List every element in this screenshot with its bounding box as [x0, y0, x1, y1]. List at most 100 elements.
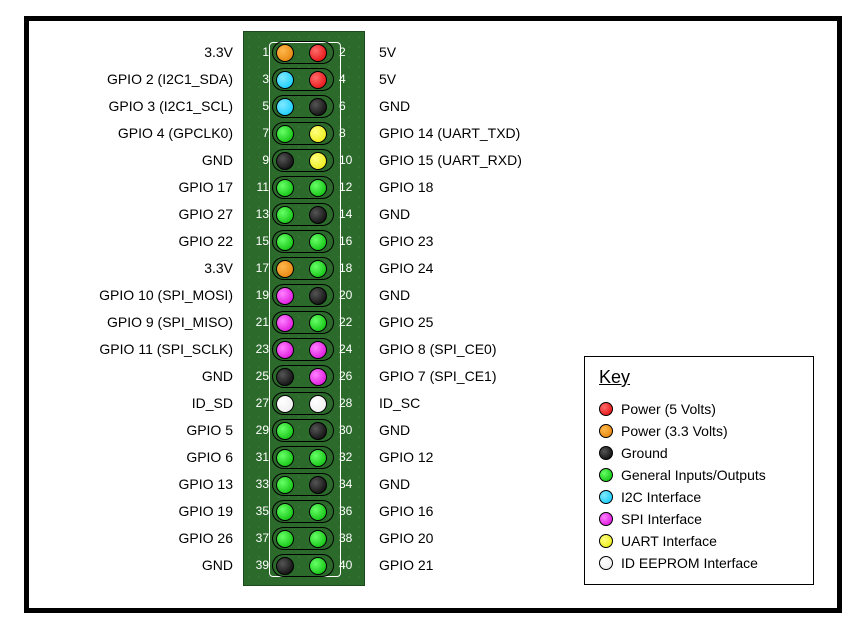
pin-dot-right	[309, 314, 327, 332]
legend-item: SPI Interface	[599, 508, 799, 530]
legend-item: UART Interface	[599, 530, 799, 552]
legend-items: Power (5 Volts)Power (3.3 Volts)GroundGe…	[599, 398, 799, 574]
pin-label-left: GPIO 6	[53, 444, 233, 471]
pin-dot-left	[276, 368, 294, 386]
pin-label-right: 5V	[379, 39, 559, 66]
pin-number-right: 18	[339, 255, 363, 282]
pin-label-left: GND	[53, 363, 233, 390]
pin-label-left: GND	[53, 147, 233, 174]
pin-label-right: GPIO 8 (SPI_CE0)	[379, 336, 559, 363]
pin-dot-left	[276, 233, 294, 251]
pin-number-right: 34	[339, 471, 363, 498]
pin-dot-left	[276, 125, 294, 143]
legend-title: Key	[599, 367, 799, 388]
pin-label-left: GPIO 10 (SPI_MOSI)	[53, 282, 233, 309]
pin-number-left: 3	[245, 66, 269, 93]
legend-item-label: UART Interface	[621, 533, 717, 549]
pin-dot-right	[309, 71, 327, 89]
pin-label-right: ID_SC	[379, 390, 559, 417]
legend-item: ID EEPROM Interface	[599, 552, 799, 574]
pin-label-left: GPIO 19	[53, 498, 233, 525]
pin-dot-left	[276, 152, 294, 170]
pin-dot-right	[309, 395, 327, 413]
pin-label-left: GPIO 11 (SPI_SCLK)	[53, 336, 233, 363]
pin-number-left: 19	[245, 282, 269, 309]
pin-number-right: 6	[339, 93, 363, 120]
pin-label-right: GPIO 14 (UART_TXD)	[379, 120, 559, 147]
pin-number-right: 4	[339, 66, 363, 93]
legend-dot-icon	[599, 402, 613, 416]
pin-row: GPIO 10 (SPI_MOSI) 19 20 GND	[39, 282, 559, 309]
pin-dot-left	[276, 530, 294, 548]
pin-dot-left	[276, 503, 294, 521]
pin-number-right: 40	[339, 552, 363, 579]
legend-item: General Inputs/Outputs	[599, 464, 799, 486]
pin-label-right: GND	[379, 282, 559, 309]
pin-number-right: 26	[339, 363, 363, 390]
pin-number-left: 29	[245, 417, 269, 444]
pin-dot-left	[276, 476, 294, 494]
legend-box: Key Power (5 Volts)Power (3.3 Volts)Grou…	[584, 356, 814, 585]
pin-row: GPIO 133334GND	[39, 471, 559, 498]
pin-number-right: 8	[339, 120, 363, 147]
pin-dot-right	[309, 368, 327, 386]
pin-dot-right	[309, 179, 327, 197]
legend-item-label: General Inputs/Outputs	[621, 467, 766, 483]
pin-dot-right	[309, 449, 327, 467]
legend-item-label: Ground	[621, 445, 668, 461]
pin-dot-right	[309, 233, 327, 251]
pin-number-left: 11	[245, 174, 269, 201]
pin-number-right: 32	[339, 444, 363, 471]
pin-label-left: GPIO 5	[53, 417, 233, 444]
pin-label-right: GPIO 7 (SPI_CE1)	[379, 363, 559, 390]
pin-number-right: 24	[339, 336, 363, 363]
pin-number-left: 21	[245, 309, 269, 336]
pin-label-right: GND	[379, 93, 559, 120]
pin-label-right: GND	[379, 201, 559, 228]
pin-dot-left	[276, 422, 294, 440]
pin-number-right: 16	[339, 228, 363, 255]
pin-label-right: GPIO 20	[379, 525, 559, 552]
pin-row: GND3940GPIO 21	[39, 552, 559, 579]
pin-row: GPIO 63132GPIO 12	[39, 444, 559, 471]
pin-dot-right	[309, 152, 327, 170]
pin-number-right: 28	[339, 390, 363, 417]
legend-item: Power (5 Volts)	[599, 398, 799, 420]
pin-row: GPIO 11 (SPI_SCLK) 23 24 GPIO 8 (SPI_CE0)	[39, 336, 559, 363]
pin-label-right: GND	[379, 471, 559, 498]
pin-number-left: 15	[245, 228, 269, 255]
pin-row: ID_SD2728ID_SC	[39, 390, 559, 417]
pin-number-right: 20	[339, 282, 363, 309]
legend-dot-icon	[599, 490, 613, 504]
pin-dot-left	[276, 449, 294, 467]
pin-label-right: GPIO 21	[379, 552, 559, 579]
pin-label-left: GPIO 9 (SPI_MISO)	[53, 309, 233, 336]
pin-dot-left	[276, 341, 294, 359]
pin-label-left: GPIO 3 (I2C1_SCL)	[53, 93, 233, 120]
pin-number-left: 23	[245, 336, 269, 363]
pin-label-left: GPIO 26	[53, 525, 233, 552]
legend-dot-icon	[599, 556, 613, 570]
pin-number-right: 12	[339, 174, 363, 201]
pin-label-right: GPIO 23	[379, 228, 559, 255]
pin-label-left: GPIO 4 (GPCLK0)	[53, 120, 233, 147]
legend-dot-icon	[599, 446, 613, 460]
pin-dot-left	[276, 395, 294, 413]
legend-item-label: I2C Interface	[621, 489, 701, 505]
pin-number-left: 7	[245, 120, 269, 147]
pin-number-left: 33	[245, 471, 269, 498]
pin-dot-right	[309, 44, 327, 62]
pin-number-right: 22	[339, 309, 363, 336]
pin-number-right: 14	[339, 201, 363, 228]
pin-dot-right	[309, 98, 327, 116]
pin-number-left: 9	[245, 147, 269, 174]
pin-label-left: ID_SD	[53, 390, 233, 417]
pin-number-left: 17	[245, 255, 269, 282]
pin-label-left: GPIO 27	[53, 201, 233, 228]
pin-row: GPIO 171112GPIO 18	[39, 174, 559, 201]
pin-dot-left	[276, 71, 294, 89]
legend-dot-icon	[599, 512, 613, 526]
pin-row: GND910GPIO 15 (UART_RXD)	[39, 147, 559, 174]
pin-label-right: 5V	[379, 66, 559, 93]
pin-row: GPIO 3 (I2C1_SCL)56GND	[39, 93, 559, 120]
